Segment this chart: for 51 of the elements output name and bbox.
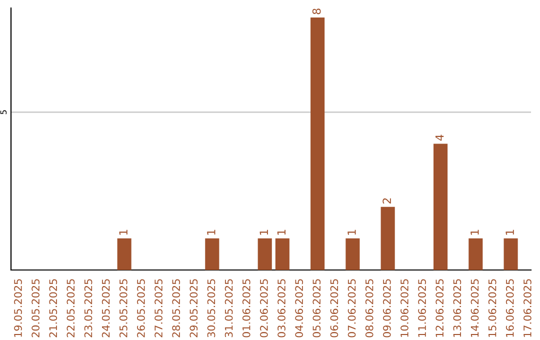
x-tick-label: 20.05.2025 bbox=[32, 279, 40, 338]
x-tick-label: 17.06.2025 bbox=[524, 279, 532, 337]
x-tick-label: 22.05.2025 bbox=[66, 279, 75, 338]
bar bbox=[504, 238, 518, 270]
x-tick-label: 06.06.2025 bbox=[330, 279, 338, 338]
bar bbox=[258, 238, 272, 270]
bar bbox=[117, 238, 132, 270]
x-tick-label: 26.05.2025 bbox=[137, 279, 145, 338]
x-tick-label: 29.05.2025 bbox=[190, 279, 198, 338]
y-tick-label: 5 bbox=[0, 110, 7, 114]
x-tick-label: 28.05.2025 bbox=[172, 279, 180, 338]
data-label: 1 bbox=[260, 230, 268, 235]
data-label: 1 bbox=[506, 230, 514, 235]
x-tick-label: 05.06.2025 bbox=[312, 279, 321, 338]
data-label: 1 bbox=[348, 230, 356, 235]
x-tick-label: 02.06.2025 bbox=[260, 279, 268, 338]
data-label: 4 bbox=[435, 134, 444, 141]
x-tick-label: 10.06.2025 bbox=[400, 279, 408, 337]
x-tick-label: 14.06.2025 bbox=[470, 279, 479, 337]
data-label: 1 bbox=[277, 230, 286, 235]
x-tick-label: 07.06.2025 bbox=[348, 279, 356, 338]
bar bbox=[346, 238, 360, 270]
x-tick-label: 19.05.2025 bbox=[14, 279, 22, 337]
x-tick-label: 08.06.2025 bbox=[365, 279, 374, 338]
x-tick-label: 21.05.2025 bbox=[49, 279, 58, 338]
x-tick-label: 16.06.2025 bbox=[506, 279, 514, 337]
bar bbox=[434, 144, 448, 270]
x-tick-label: 03.06.2025 bbox=[278, 279, 286, 338]
bar bbox=[275, 238, 290, 270]
x-tick-label: 09.06.2025 bbox=[382, 279, 391, 338]
x-tick-label: 15.06.2025 bbox=[488, 279, 496, 337]
x-tick-label: 31.05.2025 bbox=[224, 279, 233, 338]
x-tick-label: 13.06.2025 bbox=[453, 279, 462, 337]
data-label: 1 bbox=[207, 230, 216, 235]
x-tick-label: 11.06.2025 bbox=[418, 279, 426, 337]
data-label: 8 bbox=[312, 8, 321, 14]
x-tick-label: 30.05.2025 bbox=[207, 279, 216, 338]
x-tick-label: 25.05.2025 bbox=[119, 279, 128, 338]
data-label: 1 bbox=[119, 230, 128, 235]
x-tick-label: 01.06.2025 bbox=[242, 279, 250, 338]
x-tick-label: 12.06.2025 bbox=[436, 279, 444, 337]
x-tick-label: 24.05.2025 bbox=[102, 279, 110, 338]
bar bbox=[205, 238, 220, 270]
bar bbox=[380, 206, 395, 270]
data-label: 1 bbox=[470, 230, 479, 235]
bar bbox=[310, 17, 325, 270]
x-tick-label: 27.05.2025 bbox=[154, 279, 162, 338]
x-tick-label: 04.06.2025 bbox=[295, 279, 304, 338]
x-tick-label: 23.05.2025 bbox=[84, 279, 92, 338]
bar bbox=[468, 238, 483, 270]
data-label: 2 bbox=[382, 198, 391, 204]
